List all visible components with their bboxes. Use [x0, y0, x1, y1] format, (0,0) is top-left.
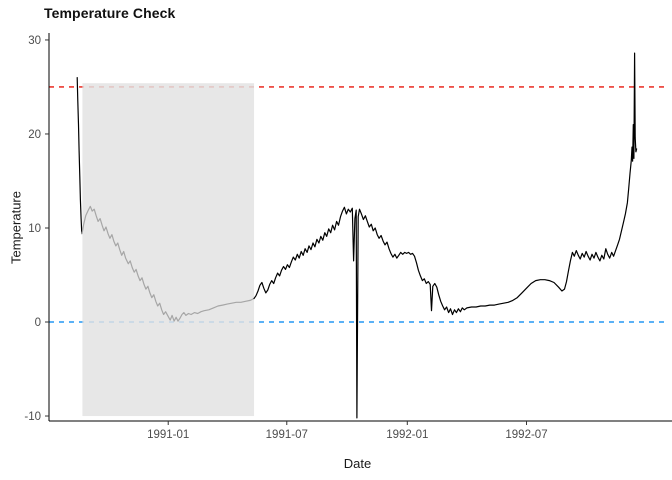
y-tick-label: -10	[24, 411, 41, 423]
highlight-region	[82, 83, 255, 417]
y-tick-label: 10	[28, 223, 41, 235]
y-tick-label: 20	[28, 129, 41, 141]
x-tick-label: 1992-01	[386, 429, 428, 441]
x-tick-label: 1992-07	[505, 429, 547, 441]
x-axis-title: Date	[343, 456, 372, 471]
x-tick-label: 1991-07	[266, 429, 308, 441]
temperature-series-highlighted	[81, 205, 255, 322]
temperature-series-normal	[76, 77, 83, 235]
y-tick-label: 30	[28, 35, 41, 47]
chart-title: Temperature Check	[44, 5, 176, 21]
temperature-series-normal	[253, 52, 638, 419]
x-tick-label: 1991-01	[147, 429, 189, 441]
y-tick-label: 0	[35, 317, 41, 329]
